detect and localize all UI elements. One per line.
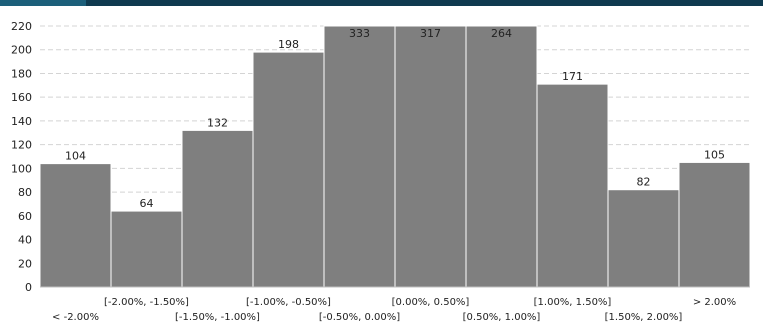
bar [39,163,112,288]
bar [607,189,680,288]
y-tick-label: 160 [11,91,32,104]
y-tick-label: 40 [18,234,32,247]
bar [678,161,751,288]
y-tick-label: 60 [18,210,32,223]
bar [394,25,467,288]
bar [181,129,254,288]
x-category-label: [-1.00%, -0.50%] [246,297,331,308]
y-tick-label: 120 [11,139,32,152]
data-labels: 104 64 132 198 333 317 264 171 82 105 [65,27,725,210]
bar [465,25,538,288]
y-tick-label: 140 [11,115,32,128]
x-category-label: [0.50%, 1.00%] [463,312,541,323]
data-label: 64 [140,197,154,210]
y-axis-ticks: 0 20 40 60 80 100 120 140 160 180 200 220 [11,20,32,294]
bar [252,51,325,288]
data-label: 104 [65,150,86,163]
header-bar [0,0,763,6]
y-tick-label: 80 [18,186,32,199]
data-label: 198 [278,38,299,51]
data-label: 333 [349,27,370,40]
bar [536,83,609,288]
data-label: 105 [704,148,725,161]
y-tick-label: 200 [11,44,32,57]
header-bar-accent [0,0,86,6]
y-tick-label: 20 [18,257,32,270]
x-category-label: < -2.00% [52,312,99,323]
x-category-label: [1.00%, 1.50%] [534,297,612,308]
y-tick-label: 0 [25,281,32,294]
x-category-label: > 2.00% [693,297,736,308]
y-tick-label: 180 [11,67,32,80]
data-label: 264 [491,27,512,40]
data-label: 317 [420,27,441,40]
data-label: 171 [562,70,583,83]
x-category-label: [-2.00%, -1.50%] [104,297,189,308]
x-category-label: [-1.50%, -1.00%] [175,312,260,323]
bar [110,210,183,288]
x-category-label: [-0.50%, 0.00%] [319,312,400,323]
y-tick-label: 100 [11,162,32,175]
x-axis-labels: < -2.00% [-2.00%, -1.50%] [-1.50%, -1.00%]… [52,297,736,323]
data-label: 82 [637,176,651,189]
bars [39,25,751,288]
x-category-label: [0.00%, 0.50%] [392,297,470,308]
y-tick-label: 220 [11,20,32,33]
x-category-label: [1.50%, 2.00%] [605,312,683,323]
bar [323,25,396,288]
data-label: 132 [207,116,228,129]
